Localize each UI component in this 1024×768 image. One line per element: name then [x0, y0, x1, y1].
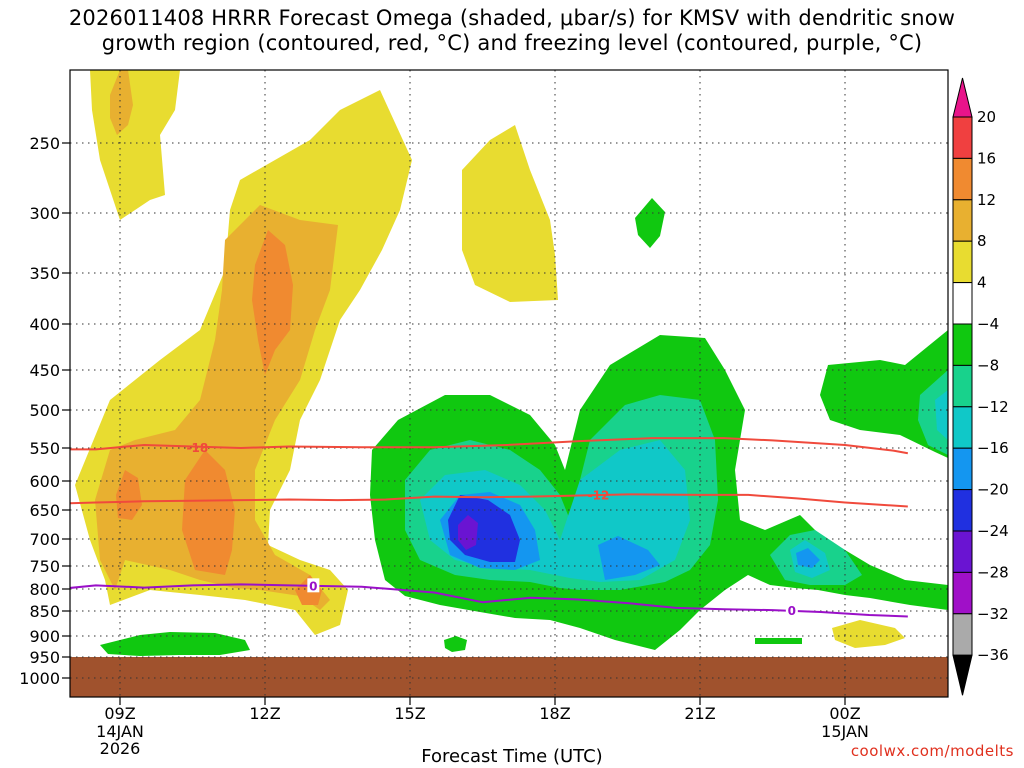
shade-green-bottom-dash [755, 638, 802, 644]
colorbar-swatch-4 [952, 240, 973, 284]
y-tick-label-250: 250 [29, 134, 60, 153]
dgz-contour-label-0: -18 [186, 441, 208, 455]
colorbar-label-2: 12 [977, 191, 996, 209]
y-tick-label-700: 700 [29, 530, 60, 549]
shade-purple-core [458, 515, 478, 550]
shade-yellow-lower-right [832, 620, 905, 648]
x-tick-sublabel-2026: 2026 [100, 739, 141, 758]
y-tick-label-550: 550 [29, 439, 60, 458]
y-tick-label-500: 500 [29, 401, 60, 420]
contour-lines: -18 -12 0 0 [70, 437, 909, 618]
dgz-contour-0 [70, 437, 909, 455]
x-axis-label: Forecast Time (UTC) [421, 746, 603, 767]
shade-cyan-right-upper [935, 390, 948, 440]
dgz-contour-label-1: -12 [588, 488, 610, 502]
terrain-below-ground [70, 657, 948, 697]
colorbar-label-12: −32 [977, 605, 1009, 623]
colorbar-label-10: −24 [977, 522, 1009, 540]
colorbar-swatch-8 [952, 406, 973, 449]
colorbar-swatch-6 [952, 323, 973, 366]
shade-yellow-upper-center [462, 125, 558, 302]
colorbar-label-13: −36 [977, 646, 1009, 664]
colorbar-label-8: −16 [977, 439, 1009, 457]
colorbar-swatch-11 [952, 530, 973, 573]
colorbar-swatch-3 [952, 199, 973, 242]
colorbar-swatch-10 [952, 489, 973, 532]
plot-area: -18 -12 0 0 [70, 70, 948, 697]
colorbar-swatch-13 [952, 613, 973, 656]
title-line-1: 2026011408 HRRR Forecast Omega (shaded, … [68, 6, 956, 30]
x-tick-label-21Z: 21Z [684, 704, 715, 723]
y-tick-label-650: 650 [29, 501, 60, 520]
freezing-level-label-0: 0 [309, 579, 317, 593]
colorbar-label-11: −28 [977, 563, 1009, 581]
colorbar-label-3: 8 [977, 232, 987, 250]
y-tick-label-850: 850 [29, 602, 60, 621]
colorbar-label-5: −4 [977, 315, 999, 333]
credit-text: coolwx.com/modelts [850, 742, 1014, 760]
freezing-level-label-bg-0 [307, 578, 320, 593]
colorbar: 20 16 12 8 4 −4 −8 −12 −16 −20 −24 −28 −32 −36 [952, 77, 1009, 696]
y-tick-label-950: 950 [29, 648, 60, 667]
chart-title: 2026011408 HRRR Forecast Omega (shaded, … [0, 6, 1024, 56]
shade-gold-top [110, 70, 133, 135]
dgz-contour-1 [70, 493, 908, 508]
y-tick-label-800: 800 [29, 580, 60, 599]
freezing-level-contour-0 [70, 583, 908, 618]
y-tick-label-300: 300 [29, 204, 60, 223]
shade-orange-left [116, 470, 142, 520]
x-tick-label-12Z: 12Z [249, 704, 280, 723]
shade-orange-middle [182, 450, 235, 575]
colorbar-label-4: 4 [977, 274, 987, 292]
colorbar-top-triangle [952, 77, 973, 118]
x-tick-label-18Z: 18Z [539, 704, 570, 723]
colorbar-label-0: 20 [977, 108, 996, 126]
freezing-level-label-1: 0 [788, 604, 796, 618]
shade-orange-upper [252, 230, 293, 375]
colorbar-swatch-1 [952, 116, 973, 159]
colorbar-bottom-triangle [952, 654, 973, 696]
shade-green-bottom-small [444, 636, 467, 652]
shaded-purple-regions [458, 515, 478, 550]
x-tick-label-00Z: 00Z [829, 704, 860, 723]
shade-seagreen-right-upper [918, 370, 948, 455]
y-tick-label-600: 600 [29, 472, 60, 491]
x-tick-sublabel-15JAN: 15JAN [821, 722, 869, 741]
x-tick-label-09Z: 09Z [104, 704, 135, 723]
colorbar-label-6: −8 [977, 356, 999, 374]
colorbar-swatch-7 [952, 364, 973, 408]
grid-lines [70, 70, 948, 697]
colorbar-swatch-12 [952, 571, 973, 615]
y-tick-label-400: 400 [29, 315, 60, 334]
plot-frame [69, 69, 949, 698]
y-tick-label-350: 350 [29, 264, 60, 283]
colorbar-label-1: 16 [977, 149, 996, 167]
x-tick-label-15Z: 15Z [394, 704, 425, 723]
freezing-level-label-bg-1 [785, 603, 798, 618]
y-tick-label-900: 900 [29, 627, 60, 646]
shade-blue-secondary [598, 536, 660, 580]
shade-green-right [820, 330, 948, 458]
colorbar-swatch-5 [952, 282, 973, 325]
y-tick-label-1000: 1000 [19, 669, 60, 688]
shade-blue-right [796, 548, 820, 568]
colorbar-swatch-9 [952, 447, 973, 491]
y-tick-label-750: 750 [29, 557, 60, 576]
shade-green-upper-right [635, 198, 665, 248]
colorbar-label-9: −20 [977, 481, 1009, 499]
shade-green-bottom-left [100, 632, 250, 656]
title-line-2: growth region (contoured, red, °C) and f… [101, 31, 923, 55]
colorbar-swatch-2 [952, 157, 973, 201]
y-axis: 250 300 350 400 450 500 550 600 650 700 750 800 850 9… [19, 134, 70, 688]
colorbar-label-7: −12 [977, 398, 1009, 416]
x-tick-sublabel-14JAN: 14JAN [96, 722, 144, 741]
y-tick-label-450: 450 [29, 361, 60, 380]
